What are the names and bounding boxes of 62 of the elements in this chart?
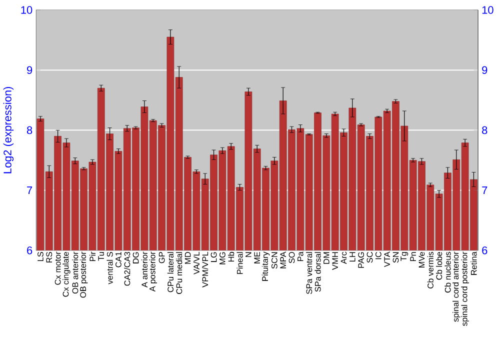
y2-tick-label: 6 — [482, 246, 488, 254]
x-tick-label: SPa dorsal — [314, 252, 321, 292]
y2-tick-label: 7 — [482, 186, 488, 194]
x-tick-label: SPa ventral — [306, 252, 312, 294]
x-tick-label: LH — [350, 252, 356, 262]
y-tick-label: 9 — [27, 66, 32, 74]
x-tick-label: OB posterior — [80, 252, 88, 298]
x-tick-label: MD — [184, 252, 191, 264]
x-tick-label: SC — [366, 252, 373, 263]
y2-tick-label: 8 — [482, 126, 488, 134]
x-tick-label: Cx motor — [54, 252, 61, 285]
x-tick-label: DG — [132, 252, 139, 264]
x-tick-label: SCN — [272, 252, 278, 269]
x-tick-label: Pn — [410, 252, 416, 261]
x-tick-label: VTA — [384, 252, 390, 267]
x-tick-label: VA/VL — [193, 252, 200, 274]
x-tick-label: MPA — [280, 252, 286, 268]
x-tick-label: CPu lateral — [167, 252, 174, 292]
x-tick-label: SO — [288, 252, 295, 264]
x-tick-label: Pa — [298, 252, 304, 261]
x-tick-label: A anterior — [141, 252, 148, 288]
x-tick-label: Cx cingulate — [62, 252, 70, 297]
x-tick-label: IC — [375, 252, 382, 260]
x-tick-label: ventral S — [106, 252, 113, 284]
x-tick-label: MG — [220, 252, 226, 264]
x-tick-label: PAG — [358, 252, 364, 268]
x-tick-label: RS — [46, 252, 52, 262]
x-tick-label: LG — [210, 252, 217, 262]
x-tick-label: spinal cord anterior — [452, 252, 460, 322]
x-tick-label: CA1 — [116, 252, 122, 268]
x-tick-label: OB anterior — [72, 252, 78, 294]
x-tick-label: VMH — [332, 252, 338, 270]
y2-tick-label: 9 — [482, 66, 488, 74]
x-tick-label: GP — [158, 252, 165, 264]
x-tick-label: DM — [324, 252, 330, 264]
x-tick-label: Pituitary — [262, 252, 270, 281]
x-tick-label: A posterior — [149, 252, 157, 292]
y-tick-label: 10 — [21, 6, 32, 14]
x-tick-label: Tg — [400, 252, 408, 261]
y-tick-label: 6 — [27, 246, 32, 254]
y-axis-title: Log2 (expression) — [3, 86, 14, 174]
x-tick-label: Pineal — [236, 252, 243, 274]
x-tick-label: ME — [254, 252, 260, 264]
x-tick-label: MVe — [418, 252, 425, 268]
x-tick-label: CA2/CA3 — [124, 252, 130, 286]
y-tick-label: 7 — [27, 186, 32, 194]
x-tick-label: VPM/VPL — [202, 252, 208, 288]
x-tick-label: Hb — [228, 252, 234, 262]
x-tick-label: LS — [38, 252, 44, 261]
x-tick-label: Pir — [89, 252, 96, 261]
x-tick-label: N — [246, 252, 252, 257]
x-tick-label: Cb nucleus — [444, 252, 451, 293]
x-tick-label: Cb lobe — [436, 252, 442, 280]
x-tick-label: SN — [392, 252, 399, 263]
x-tick-label: Retina — [470, 252, 477, 275]
x-tick-label: Tu — [98, 252, 104, 261]
x-tick-label: spinal cord posterior — [461, 252, 469, 326]
y-tick-label: 8 — [26, 126, 32, 134]
x-tick-label: Arc — [340, 252, 347, 264]
x-tick-label: CPu medial — [176, 252, 182, 294]
y2-tick-label: 10 — [482, 6, 494, 14]
x-tick-label: Cb vermis — [427, 252, 434, 288]
